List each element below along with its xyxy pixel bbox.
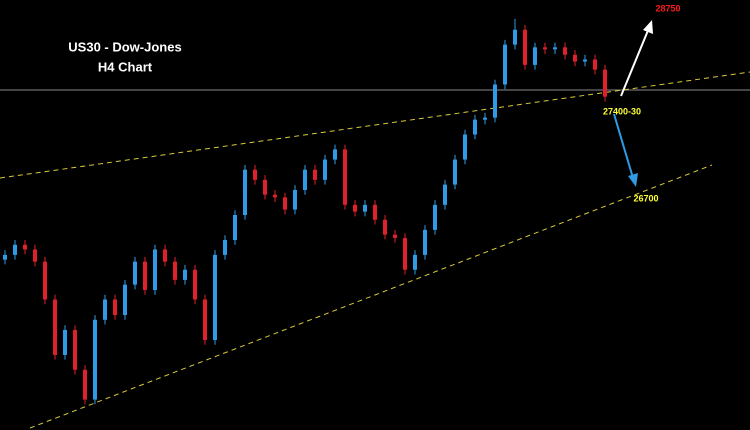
candle-body — [233, 215, 237, 241]
candle-body — [433, 204, 437, 230]
candle-body — [563, 47, 567, 55]
candle-body — [553, 47, 557, 50]
candle-body — [443, 184, 447, 205]
candle-body — [243, 169, 247, 215]
chart-title: US30 - Dow-Jones — [68, 39, 181, 54]
chart-subtitle: H4 Chart — [98, 59, 153, 74]
candle-body — [193, 269, 197, 300]
candle-body — [473, 119, 477, 135]
candles — [3, 18, 607, 405]
candle-body — [543, 47, 547, 50]
candle-body — [83, 369, 87, 400]
candle-body — [593, 59, 597, 70]
candle-body — [133, 261, 137, 285]
trend-line-lower — [29, 164, 713, 429]
candle-body — [113, 299, 117, 316]
candle-body — [273, 194, 277, 198]
candle-body — [603, 69, 607, 97]
arrow-up — [620, 20, 653, 97]
candle-body — [143, 261, 147, 291]
annotation: 26700 — [633, 193, 658, 203]
candle-body — [123, 284, 127, 316]
candle-body — [463, 134, 467, 160]
candle-body — [323, 159, 327, 180]
candle-body — [413, 254, 417, 270]
candle-body — [183, 269, 187, 280]
candle-body — [343, 149, 347, 205]
candle-body — [93, 319, 97, 400]
candle-body — [163, 249, 167, 262]
candle-body — [333, 149, 337, 160]
candle-body — [393, 234, 397, 238]
arrow-down — [613, 113, 638, 187]
candle-body — [583, 59, 587, 62]
candle-body — [533, 47, 537, 65]
candle-body — [263, 179, 267, 195]
candle-body — [253, 169, 257, 180]
candle-body — [213, 254, 217, 341]
trend-line-upper — [0, 71, 750, 179]
candle-body — [3, 254, 7, 260]
candle-body — [13, 244, 17, 255]
candle-body — [513, 29, 517, 45]
candle-body — [403, 237, 407, 270]
candle-body — [223, 240, 227, 255]
candle-body — [33, 249, 37, 262]
candle-body — [63, 329, 67, 355]
candle-body — [23, 244, 27, 250]
candle-body — [363, 204, 367, 212]
candle-body — [103, 299, 107, 320]
candle-body — [283, 197, 287, 210]
candle-body — [383, 219, 387, 235]
candle-body — [523, 29, 527, 65]
candle-body — [423, 229, 427, 255]
candle-body — [153, 249, 157, 291]
candle-body — [73, 329, 77, 370]
candle-body — [573, 54, 577, 62]
candle-body — [453, 159, 457, 185]
annotation: 27400-30 — [603, 106, 641, 116]
candle-body — [43, 261, 47, 300]
candle-body — [503, 44, 507, 85]
candle-body — [483, 117, 487, 120]
candle-body — [53, 299, 57, 355]
candle-body — [173, 261, 177, 280]
candle-body — [493, 84, 497, 118]
candle-body — [313, 169, 317, 180]
candle-body — [203, 299, 207, 341]
candle-body — [303, 169, 307, 190]
annotation: 28750 — [655, 3, 680, 13]
candle-body — [353, 204, 357, 212]
candle-body — [373, 204, 377, 220]
candle-body — [293, 189, 297, 210]
